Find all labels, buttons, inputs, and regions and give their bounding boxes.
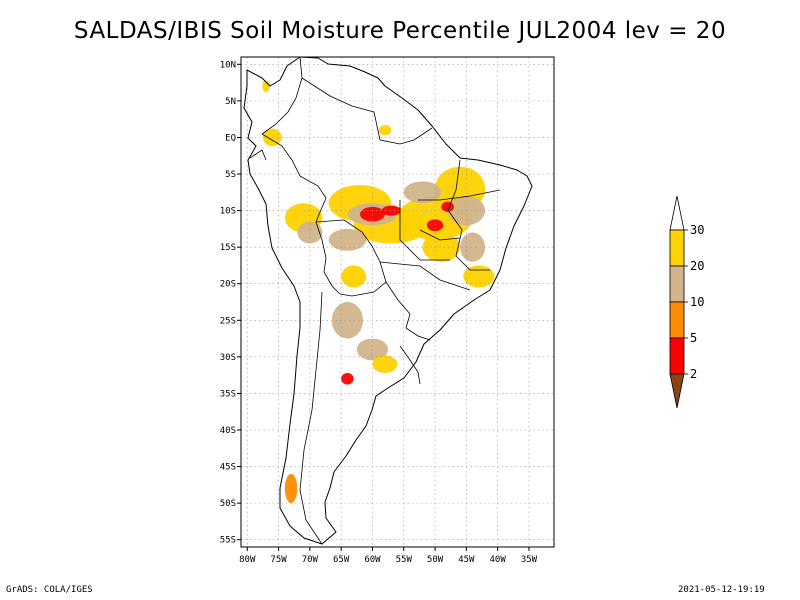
percentile-region-14 [422, 232, 461, 262]
border-ecuador-peru [249, 149, 267, 161]
y-tick-label: 30S [220, 353, 236, 363]
map-title: SALDAS/IBIS Soil Moisture Percentile JUL… [73, 18, 727, 44]
percentile-region-15 [460, 232, 486, 262]
footer-credit: GrADS: COLA/IGES [6, 585, 93, 595]
y-tick-label: 5S [225, 170, 236, 180]
percentile-region-17 [341, 265, 367, 288]
border-argentina-chile [299, 291, 323, 545]
x-tick-label: 45W [458, 555, 475, 565]
percentile-fill-layer [262, 80, 495, 504]
percentile-region-12 [426, 219, 444, 232]
percentile-region-18 [331, 302, 364, 339]
percentile-region-23 [262, 128, 282, 147]
legend-swatch [669, 265, 685, 303]
legend-swatch [669, 301, 685, 339]
y-tick-label: 45S [220, 463, 236, 473]
legend-level-label: 30 [690, 223, 704, 237]
x-tick-label: 75W [270, 555, 287, 565]
percentile-region-20 [341, 372, 354, 385]
x-tick-label: 40W [490, 555, 507, 565]
x-tick-label: 65W [333, 555, 350, 565]
x-tick-label: 55W [396, 555, 413, 565]
x-tick-label: 80W [239, 555, 256, 565]
legend-level-label: 2 [690, 367, 697, 381]
percentile-region-25 [284, 473, 298, 504]
percentile-region-11 [381, 205, 401, 216]
footer-timestamp: 2021-05-12-19:19 [678, 585, 765, 595]
y-tick-label: 35S [220, 389, 236, 399]
border-bolivia-chile [323, 271, 341, 295]
legend-swatch [669, 229, 685, 267]
y-tick-label: 50S [220, 499, 236, 509]
y-axis-ticks: 10N 5N EQ 5S 10S 15S 20S 25S 30S 35S 40S 45S 50S 55S [220, 60, 241, 546]
percentile-region-22 [378, 125, 392, 136]
y-tick-label: 25S [220, 316, 236, 326]
percentile-region-5 [403, 181, 442, 204]
border-venezuela-brazil [301, 77, 375, 113]
border-paraguay-brazil [385, 281, 411, 329]
y-tick-label: 20S [220, 280, 236, 290]
y-tick-label: 40S [220, 426, 236, 436]
percentile-region-13 [441, 201, 454, 213]
legend-level-label: 10 [690, 295, 704, 309]
legend-arrow-bottom [669, 373, 685, 409]
x-tick-label: 70W [302, 555, 319, 565]
border-brazil-states [379, 159, 501, 291]
percentile-region-16 [463, 265, 495, 288]
percentile-region-21 [372, 355, 398, 373]
border-colombia-peru [261, 133, 301, 177]
legend-level-label: 20 [690, 259, 704, 273]
border-argentina-brazil [405, 327, 431, 341]
percentile-region-10 [359, 206, 385, 222]
border-guianas [373, 111, 433, 145]
x-tick-label: 35W [521, 555, 538, 565]
country-borders [249, 56, 501, 545]
y-tick-label: 15S [220, 243, 236, 253]
x-axis-ticks: 80W 75W 70W 65W 60W 55W 50W 45W 40W 35W [239, 547, 538, 565]
percentile-region-7 [328, 228, 367, 251]
legend-swatch [669, 337, 685, 375]
legend-arrow-top [669, 195, 685, 231]
y-tick-label: 55S [220, 536, 236, 546]
y-tick-label: 10S [220, 207, 236, 217]
x-tick-label: 50W [427, 555, 444, 565]
grid-lines [241, 57, 554, 547]
border-bolivia-brazil [315, 219, 381, 263]
border-venezuela-colombia [261, 56, 303, 135]
south-america-coastline [243, 56, 533, 545]
x-tick-label: 60W [364, 555, 381, 565]
y-tick-label: 10N [220, 60, 236, 70]
map-frame [240, 56, 555, 548]
border-peru-brazil [299, 175, 327, 223]
colorbar-legend: 30 20 10 5 2 [669, 195, 704, 409]
legend-level-label: 5 [690, 331, 697, 345]
border-bolivia-paraguay [339, 261, 387, 297]
y-tick-label: 5N [225, 97, 236, 107]
y-tick-label: EQ [225, 133, 236, 143]
border-uruguay [399, 345, 421, 385]
border-peru-bolivia [315, 221, 327, 273]
